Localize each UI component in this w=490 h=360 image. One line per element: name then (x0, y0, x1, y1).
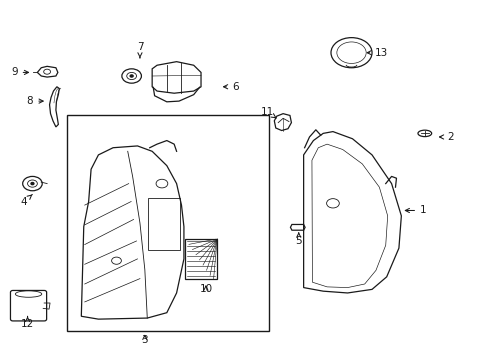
Circle shape (130, 75, 133, 77)
Bar (67, 116, 270, 330)
Text: 4: 4 (21, 194, 32, 207)
Text: 6: 6 (223, 82, 239, 92)
Text: 13: 13 (367, 48, 389, 58)
Text: 3: 3 (142, 334, 148, 345)
Text: 5: 5 (295, 233, 302, 246)
Text: 8: 8 (26, 96, 43, 106)
Text: 10: 10 (199, 284, 213, 294)
Text: 12: 12 (21, 316, 34, 329)
Text: 2: 2 (440, 132, 454, 142)
Text: 11: 11 (260, 107, 276, 118)
Text: 1: 1 (405, 206, 427, 216)
Bar (148, 198, 180, 250)
Text: 7: 7 (137, 42, 143, 58)
Bar (185, 239, 217, 279)
Text: 9: 9 (11, 67, 28, 77)
Circle shape (31, 183, 34, 185)
